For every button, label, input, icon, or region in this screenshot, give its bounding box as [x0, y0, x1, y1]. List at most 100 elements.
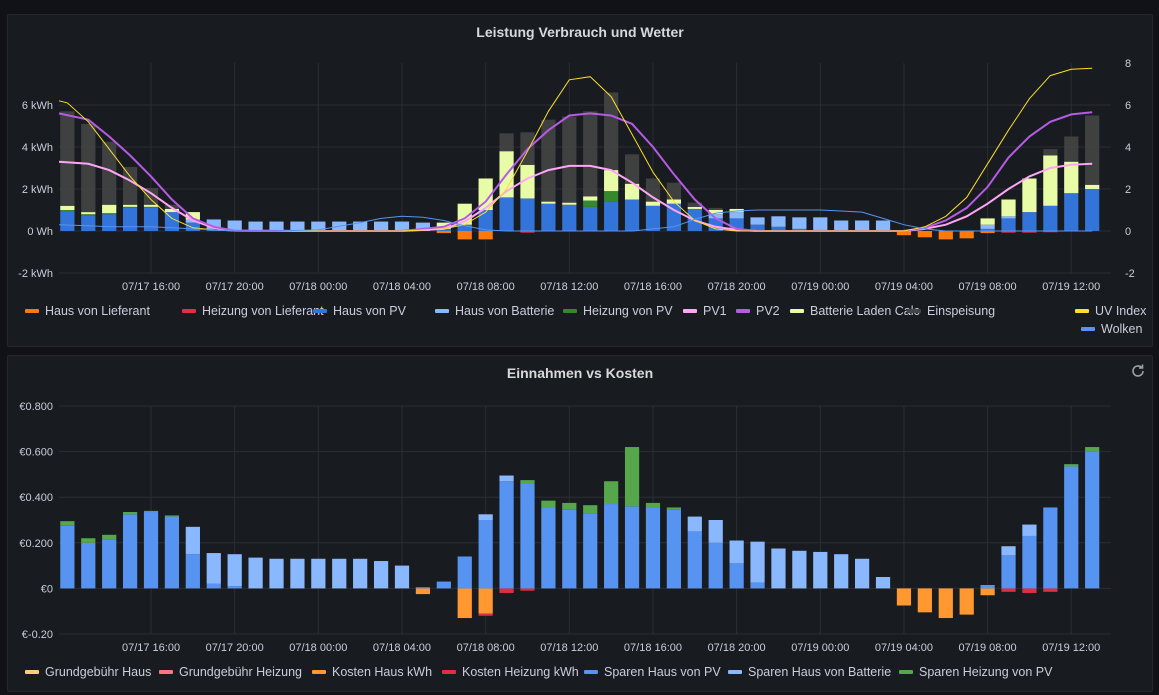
bar-sparen-haus-von-pv[interactable] — [687, 531, 702, 589]
bar-haus-von-pv[interactable] — [980, 228, 995, 231]
bar-batterie-laden-calc[interactable] — [708, 210, 723, 215]
bar-batterie-laden-calc[interactable] — [645, 201, 661, 206]
bar-einspeisung[interactable] — [499, 133, 514, 152]
bar-einspeisung[interactable] — [102, 141, 117, 205]
bar-haus-von-pv[interactable] — [102, 214, 117, 231]
bar-sparen-haus-von-batterie[interactable] — [708, 520, 723, 543]
bar-batterie-laden-calc[interactable] — [164, 208, 180, 213]
bar-haus-von-pv[interactable] — [583, 206, 598, 231]
legend-item-uv-index[interactable]: UV Index — [1075, 304, 1146, 318]
bar-sparen-heizung-von-pv[interactable] — [520, 480, 535, 484]
bar-batterie-laden-calc[interactable] — [143, 204, 159, 207]
bar-sparen-heizung-von-pv[interactable] — [122, 512, 138, 515]
bar-haus-von-pv[interactable] — [1022, 212, 1037, 231]
bar-kosten-haus-kwh[interactable] — [938, 588, 953, 619]
bar-sparen-haus-von-pv[interactable] — [562, 509, 577, 589]
bar-batterie-laden-calc[interactable] — [541, 201, 556, 204]
line-uv-index[interactable] — [58, 67, 1093, 232]
bar-haus-von-batterie[interactable] — [290, 221, 305, 231]
bar-batterie-laden-calc[interactable] — [81, 212, 96, 215]
bar-batterie-laden-calc[interactable] — [583, 196, 598, 201]
bar-heizung-von-lieferant[interactable] — [1022, 231, 1037, 233]
bar-haus-von-pv[interactable] — [1043, 205, 1058, 231]
bar-sparen-haus-von-pv[interactable] — [1022, 535, 1037, 589]
bar-haus-von-lieferant[interactable] — [980, 231, 995, 234]
legend-item-sparen-heizung-von-pv[interactable]: Sparen Heizung von PV — [899, 665, 1052, 679]
refresh-icon[interactable] — [1130, 363, 1146, 379]
legend-item-kosten-haus-kwh[interactable]: Kosten Haus kWh — [312, 665, 432, 679]
bar-einspeisung[interactable] — [666, 182, 681, 200]
bar-sparen-haus-von-batterie[interactable] — [394, 565, 410, 589]
bar-haus-von-pv[interactable] — [164, 212, 180, 231]
bar-batterie-laden-calc[interactable] — [478, 178, 493, 211]
bar-haus-von-batterie[interactable] — [1001, 216, 1016, 219]
bar-sparen-haus-von-batterie[interactable] — [499, 475, 514, 482]
bar-sparen-haus-von-pv[interactable] — [624, 506, 640, 589]
bar-sparen-haus-von-batterie[interactable] — [353, 558, 368, 589]
bar-sparen-haus-von-batterie[interactable] — [687, 516, 702, 532]
bar-haus-von-pv[interactable] — [666, 203, 681, 231]
bar-sparen-haus-von-pv[interactable] — [206, 583, 221, 589]
bar-sparen-heizung-von-pv[interactable] — [81, 538, 96, 543]
bar-einspeisung[interactable] — [708, 207, 723, 210]
bar-haus-von-pv[interactable] — [645, 205, 661, 231]
bar-batterie-laden-calc[interactable] — [122, 204, 138, 207]
bar-sparen-haus-von-batterie[interactable] — [227, 554, 242, 587]
bar-batterie-laden-calc[interactable] — [520, 164, 535, 199]
bar-batterie-laden-calc[interactable] — [1043, 155, 1058, 206]
legend-item-haus-von-pv[interactable]: Haus von PV — [313, 304, 406, 318]
bar-sparen-haus-von-batterie[interactable] — [1001, 546, 1016, 556]
bar-haus-von-batterie[interactable] — [248, 221, 263, 231]
bar-einspeisung[interactable] — [541, 119, 556, 202]
bar-sparen-haus-von-batterie[interactable] — [813, 551, 828, 589]
bar-haus-von-pv[interactable] — [60, 211, 75, 231]
bar-kosten-heizung-kwh[interactable] — [499, 588, 514, 593]
bar-sparen-haus-von-batterie[interactable] — [855, 558, 870, 589]
bar-heizung-von-pv[interactable] — [122, 206, 138, 208]
legend-item-heizung-von-pv[interactable]: Heizung von PV — [563, 304, 673, 318]
bar-sparen-haus-von-pv[interactable] — [164, 516, 180, 589]
legend-item-pv1[interactable]: PV1 — [683, 304, 727, 318]
bar-kosten-haus-kwh[interactable] — [980, 588, 995, 596]
bar-sparen-heizung-von-pv[interactable] — [645, 502, 661, 508]
bar-einspeisung[interactable] — [687, 202, 702, 207]
bar-kosten-heizung-kwh[interactable] — [520, 588, 535, 591]
bar-sparen-haus-von-pv[interactable] — [980, 584, 995, 589]
bar-sparen-haus-von-batterie[interactable] — [750, 541, 765, 583]
bar-sparen-haus-von-pv[interactable] — [102, 539, 117, 589]
bar-sparen-haus-von-batterie[interactable] — [771, 548, 786, 589]
line-wolken[interactable] — [58, 209, 1093, 232]
bar-sparen-haus-von-pv[interactable] — [729, 563, 744, 589]
bar-einspeisung[interactable] — [1064, 136, 1079, 162]
bar-haus-von-lieferant[interactable] — [959, 231, 974, 239]
legend-item-haus-von-batterie[interactable]: Haus von Batterie — [435, 304, 554, 318]
bar-haus-von-lieferant[interactable] — [896, 231, 912, 236]
bar-sparen-haus-von-batterie[interactable] — [792, 550, 807, 589]
bar-batterie-laden-calc[interactable] — [624, 183, 640, 200]
bar-haus-von-batterie[interactable] — [353, 221, 368, 231]
bar-kosten-heizung-kwh[interactable] — [1043, 588, 1058, 592]
bar-haus-von-batterie[interactable] — [771, 216, 786, 227]
bar-haus-von-pv[interactable] — [457, 224, 472, 231]
bar-kosten-haus-kwh[interactable] — [415, 588, 431, 595]
bar-heizung-von-pv[interactable] — [102, 213, 117, 215]
bar-haus-von-pv[interactable] — [499, 197, 514, 231]
bar-sparen-haus-von-pv[interactable] — [81, 542, 96, 589]
bar-sparen-heizung-von-pv[interactable] — [143, 510, 159, 513]
bar-sparen-heizung-von-pv[interactable] — [1064, 464, 1079, 467]
bar-heizung-von-pv[interactable] — [604, 191, 619, 202]
bar-haus-von-batterie[interactable] — [834, 220, 849, 232]
bar-sparen-haus-von-pv[interactable] — [666, 509, 681, 589]
bar-sparen-haus-von-batterie[interactable] — [248, 557, 263, 589]
revenue-panel-title[interactable]: Einnahmen vs Kosten — [506, 365, 654, 381]
line-pv2[interactable] — [58, 111, 1093, 232]
bar-kosten-heizung-kwh[interactable] — [1022, 588, 1037, 593]
bar-kosten-heizung-kwh[interactable] — [1001, 588, 1016, 592]
bar-kosten-haus-kwh[interactable] — [478, 588, 493, 614]
bar-sparen-haus-von-pv[interactable] — [604, 504, 619, 589]
bar-sparen-haus-von-pv[interactable] — [645, 507, 661, 589]
bar-kosten-heizung-kwh[interactable] — [478, 613, 493, 616]
bar-sparen-haus-von-batterie[interactable] — [875, 577, 891, 589]
bar-kosten-haus-kwh[interactable] — [457, 588, 472, 619]
bar-haus-von-pv[interactable] — [436, 228, 451, 231]
